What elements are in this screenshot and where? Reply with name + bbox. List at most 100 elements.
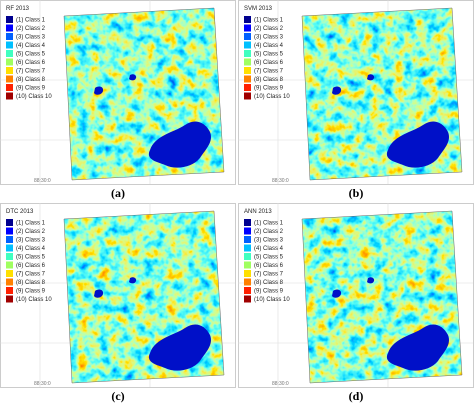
- legend-label: (8) Class 8: [16, 280, 46, 286]
- legend-swatch: [244, 244, 251, 252]
- panel: ANN 2013 (1) Class 1 (2) Class 2 (3) Class …: [238, 203, 474, 403]
- legend-label: (7) Class 7: [16, 272, 46, 278]
- legend-label: (2) Class 2: [16, 229, 46, 235]
- lake: [386, 324, 449, 371]
- legend-swatch: [244, 58, 251, 66]
- coordinate-label: 88:30:0: [272, 381, 289, 387]
- legend-swatch: [6, 33, 13, 40]
- legend-swatch: [6, 84, 13, 91]
- legend-label: (4) Class 4: [254, 43, 284, 49]
- legend-swatch: [6, 67, 13, 74]
- legend-swatch: [6, 41, 13, 49]
- legend-label: (3) Class 3: [16, 238, 46, 244]
- legend-swatch: [244, 236, 251, 243]
- legend-label: (6) Class 6: [16, 60, 46, 66]
- panel-title: SVM 2013: [244, 6, 273, 12]
- legend-swatch: [6, 244, 13, 252]
- legend-label: (7) Class 7: [254, 69, 284, 75]
- panel: SVM 2013 (1) Class 1 (2) Class 2 (3) Class …: [238, 0, 474, 200]
- lake: [148, 324, 211, 371]
- map-texture: [302, 8, 462, 180]
- panel-title: ANN 2013: [244, 209, 272, 215]
- legend-label: (2) Class 2: [254, 26, 284, 32]
- legend-swatch: [244, 41, 251, 49]
- legend-label: (9) Class 9: [16, 86, 46, 92]
- legend-swatch: [6, 236, 13, 243]
- map-border: [63, 210, 225, 384]
- legend-swatch: [6, 270, 13, 277]
- legend-swatch: [6, 16, 13, 23]
- legend-swatch: [6, 261, 13, 269]
- coordinate-label: 88:30:0: [34, 178, 51, 184]
- legend-swatch: [244, 253, 251, 260]
- classified-map: [64, 8, 224, 180]
- legend-label: (10) Class 10: [254, 94, 290, 100]
- panel: DTC 2013 (1) Class 1 (2) Class 2 (3) Class …: [0, 203, 236, 403]
- legend-swatch: [244, 92, 251, 100]
- classified-map: [64, 211, 224, 383]
- lake: [386, 121, 449, 168]
- lake: [94, 74, 137, 95]
- legend-label: (9) Class 9: [16, 289, 46, 295]
- legend-label: (8) Class 8: [254, 280, 284, 286]
- legend-label: (6) Class 6: [254, 60, 284, 66]
- legend-label: (3) Class 3: [254, 238, 284, 244]
- panel-caption: (d): [349, 389, 364, 403]
- legend-swatch: [6, 92, 13, 100]
- legend-swatch: [244, 270, 251, 277]
- legend-label: (3) Class 3: [16, 35, 46, 41]
- legend-label: (4) Class 4: [254, 246, 284, 252]
- legend-label: (6) Class 6: [16, 263, 46, 269]
- legend-label: (2) Class 2: [16, 26, 46, 32]
- legend-label: (9) Class 9: [254, 86, 284, 92]
- legend-label: (10) Class 10: [254, 297, 290, 303]
- legend-label: (1) Class 1: [254, 18, 284, 24]
- legend-swatch: [244, 287, 251, 294]
- legend-swatch: [6, 219, 13, 226]
- legend-swatch: [244, 33, 251, 40]
- classified-map: [302, 211, 462, 383]
- legend-label: (7) Class 7: [16, 69, 46, 75]
- legend-label: (1) Class 1: [16, 221, 46, 227]
- legend-swatch: [244, 67, 251, 74]
- legend-swatch: [244, 16, 251, 23]
- legend-swatch: [6, 24, 13, 32]
- lake: [94, 277, 137, 298]
- legend-swatch: [6, 278, 13, 286]
- legend-label: (1) Class 1: [254, 221, 284, 227]
- map-border: [301, 7, 463, 181]
- legend-label: (5) Class 5: [254, 52, 284, 58]
- legend-label: (8) Class 8: [16, 77, 46, 83]
- legend-swatch: [244, 24, 251, 32]
- map-border: [301, 210, 463, 384]
- legend-label: (1) Class 1: [16, 18, 46, 24]
- lake: [148, 121, 211, 168]
- legend-swatch: [244, 75, 251, 83]
- legend-label: (10) Class 10: [16, 297, 52, 303]
- legend-label: (4) Class 4: [16, 43, 46, 49]
- legend-swatch: [6, 75, 13, 83]
- classified-map: [302, 8, 462, 180]
- legend-swatch: [244, 295, 251, 303]
- map-texture: [64, 8, 224, 180]
- legend-swatch: [244, 219, 251, 226]
- panel-caption: (c): [111, 389, 124, 403]
- legend-swatch: [244, 50, 251, 57]
- lake: [332, 74, 375, 95]
- legend-label: (10) Class 10: [16, 94, 52, 100]
- legend-label: (7) Class 7: [254, 272, 284, 278]
- map-texture: [302, 211, 462, 383]
- panel-caption: (a): [111, 186, 125, 200]
- legend-label: (4) Class 4: [16, 246, 46, 252]
- legend-label: (5) Class 5: [16, 52, 46, 58]
- legend-swatch: [244, 84, 251, 91]
- legend-label: (6) Class 6: [254, 263, 284, 269]
- legend-label: (8) Class 8: [254, 77, 284, 83]
- legend-label: (5) Class 5: [254, 255, 284, 261]
- panel: RF 2013 (1) Class 1 (2) Class 2 (3) Class 3…: [0, 0, 236, 200]
- legend-swatch: [244, 278, 251, 286]
- map-texture: [64, 211, 224, 383]
- legend-swatch: [6, 227, 13, 235]
- legend-label: (9) Class 9: [254, 289, 284, 295]
